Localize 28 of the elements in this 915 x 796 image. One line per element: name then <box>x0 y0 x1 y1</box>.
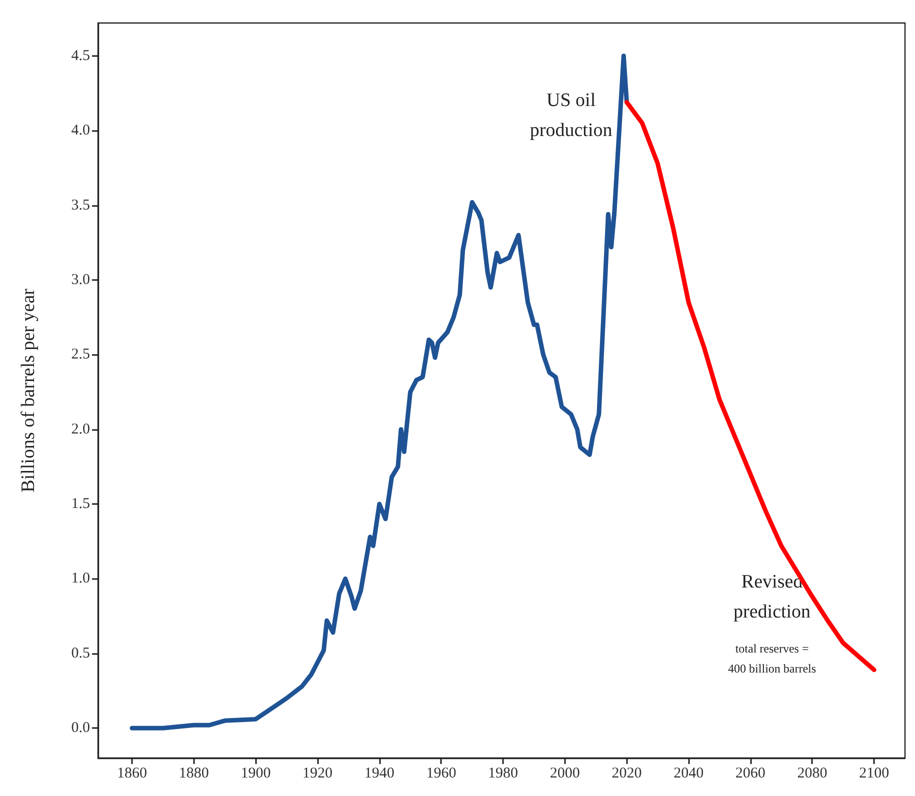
y-tick-label: 0.5 <box>71 645 90 662</box>
y-tick-label: 2.5 <box>71 346 90 363</box>
x-tick-label: 2000 <box>550 766 580 782</box>
y-tick-label: 4.5 <box>71 48 90 64</box>
annotation: total reserves = 400 billion barrels <box>728 641 816 676</box>
x-tick-label: 1980 <box>488 766 518 782</box>
y-tick-label: 3.0 <box>71 272 90 288</box>
y-tick-label: 1.0 <box>71 570 90 587</box>
line-series <box>624 100 876 672</box>
x-tick-label: 2080 <box>797 766 828 782</box>
x-tick-label: 2040 <box>674 766 704 782</box>
x-tick-label: 1940 <box>364 766 394 782</box>
y-tick-label: 1.5 <box>71 496 90 512</box>
x-tick-label: 1860 <box>117 766 148 782</box>
y-tick-label: 2.0 <box>71 421 90 438</box>
x-tick-label: 2100 <box>859 766 890 782</box>
series-label: US oil production <box>530 90 613 142</box>
x-tick-label: 1920 <box>302 766 333 782</box>
x-tick-label: 1960 <box>426 766 456 782</box>
x-tick-label: 1880 <box>178 766 209 782</box>
x-tick-label: 2060 <box>735 766 766 782</box>
y-tick-label: 4.0 <box>71 122 90 139</box>
line-series <box>130 54 629 730</box>
y-tick-label: 0.0 <box>71 720 90 736</box>
x-tick-label: 2020 <box>612 766 642 782</box>
y-axis-title: Billions of barrels per year <box>18 288 39 492</box>
y-tick-label: 3.5 <box>71 197 90 214</box>
x-tick-label: 1900 <box>240 766 271 782</box>
